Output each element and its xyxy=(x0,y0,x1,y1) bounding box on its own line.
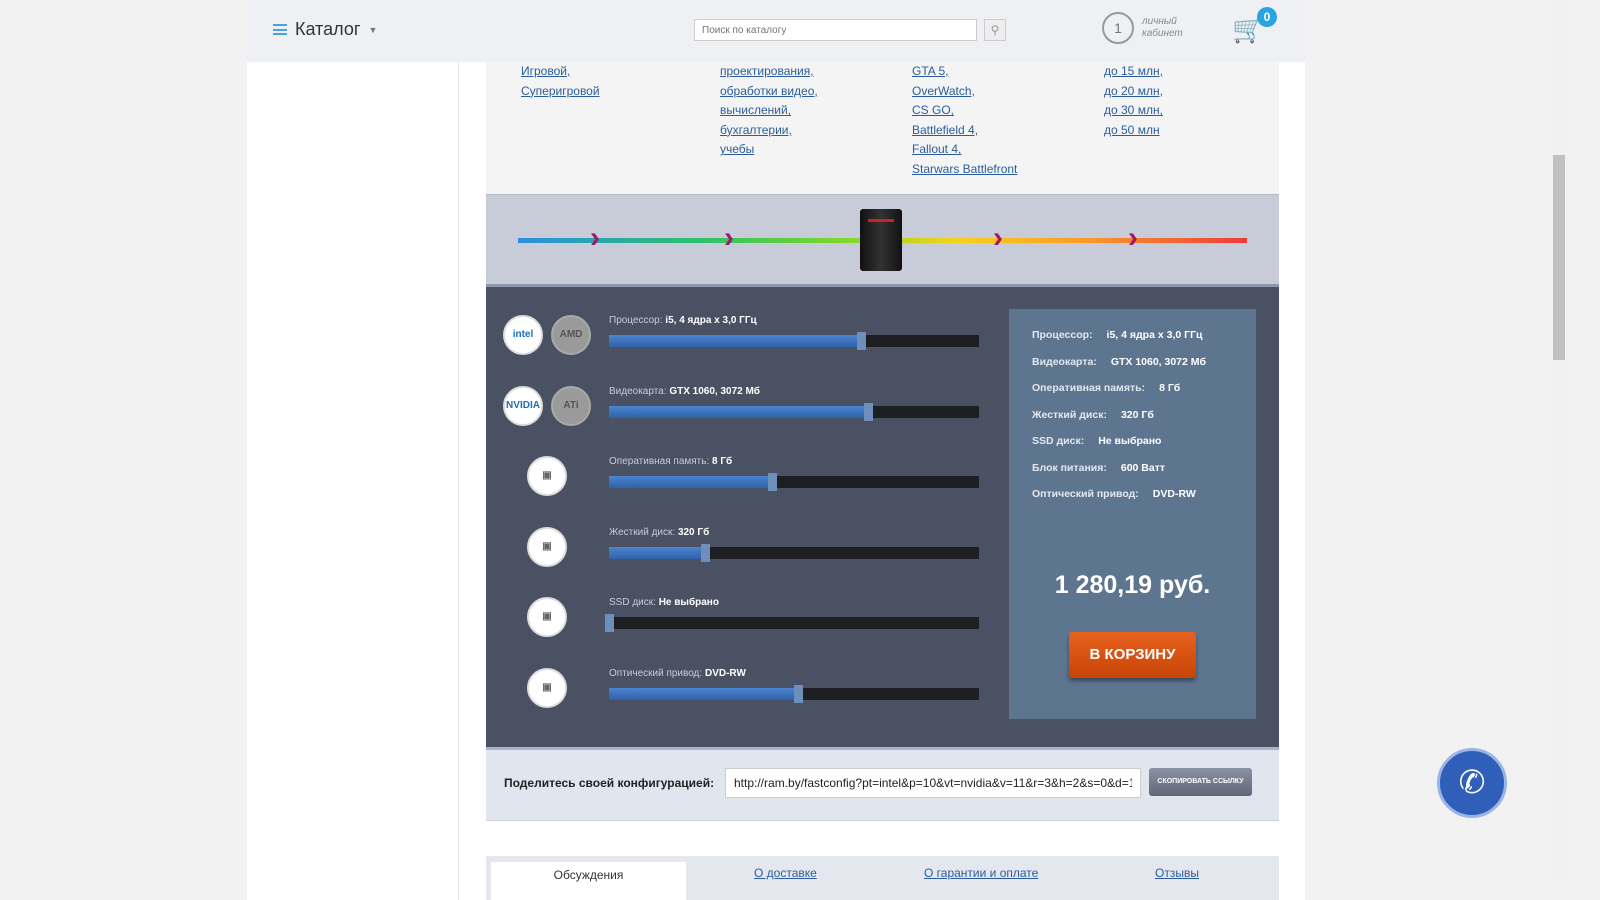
summary-row: Блок питания: 600 Ватт xyxy=(1032,461,1166,474)
copy-link-button[interactable]: СКОПИРОВАТЬ ССЫЛКУ xyxy=(1149,768,1252,796)
share-url-input[interactable] xyxy=(725,768,1141,798)
category-links: Игровой, Суперигровой проектирования, обра… xyxy=(486,62,1279,194)
summary-row: Видеокарта: GTX 1060, 3072 Мб xyxy=(1032,355,1207,368)
component-label: Жесткий диск: 320 Гб xyxy=(609,526,710,538)
chevron-right-icon: › xyxy=(1128,221,1138,254)
component-slider[interactable] xyxy=(609,684,979,703)
summary-row: Оптический привод: DVD-RW xyxy=(1032,488,1196,500)
account-icon: 1 xyxy=(1102,12,1134,44)
component-row: NVIDIA ATi Видеокарта: GTX 1060, 3072 Мб xyxy=(486,385,986,446)
category-link[interactable]: Fallout 4, xyxy=(912,142,962,157)
component-row: intel AMD Процессор: i5, 4 ядра x 3,0 ГГц xyxy=(486,315,986,375)
summary-row: Процессор: i5, 4 ядра x 3,0 ГГц xyxy=(1032,329,1203,341)
slider-handle[interactable] xyxy=(856,332,866,350)
component-label: Процессор: i5, 4 ядра x 3,0 ГГц xyxy=(609,315,757,326)
search-icon: ⚲ xyxy=(990,23,1000,37)
component-label: Оперативная память: 8 Гб xyxy=(609,456,733,467)
price: 1 280,19 руб. xyxy=(1054,571,1211,599)
summary-panel: Процессор: i5, 4 ядра x 3,0 ГГц Видеокарта… xyxy=(1009,309,1256,719)
configurator: intel AMD Процессор: i5, 4 ядра x 3,0 ГГц N… xyxy=(486,284,1279,747)
component-label: SSD диск: Не выбрано xyxy=(609,597,719,608)
component-row: ▣ Жесткий диск: 320 Гб xyxy=(486,526,986,587)
add-to-cart-button[interactable]: В КОРЗИНУ xyxy=(1069,632,1196,678)
menu-icon xyxy=(273,24,287,35)
account-label-1: личный xyxy=(1142,16,1177,27)
tabs: Обсуждения О доставке О гарантии и оплат… xyxy=(486,856,1279,900)
slider-fill xyxy=(609,476,772,488)
component-slider[interactable] xyxy=(609,543,979,562)
category-link[interactable]: вычислений, xyxy=(720,103,791,118)
amd-logo-icon[interactable]: AMD xyxy=(551,315,591,355)
pc-tower-image xyxy=(860,209,902,271)
category-link[interactable]: Starwars Battlefront xyxy=(912,161,1018,176)
call-button[interactable]: ✆ xyxy=(1437,748,1507,818)
optical-drive-icon: ▣ xyxy=(527,667,567,708)
component-slider[interactable] xyxy=(609,402,979,421)
component-row: ▣ Оптический привод: DVD-RW xyxy=(486,667,986,728)
share-label: Поделитесь своей конфигурацией: xyxy=(504,776,715,790)
component-slider[interactable] xyxy=(605,614,979,632)
category-link[interactable]: Суперигровой xyxy=(521,83,600,98)
category-link[interactable]: бухгалтерии, xyxy=(720,122,792,137)
component-slider[interactable] xyxy=(609,332,979,350)
component-label: Видеокарта: GTX 1060, 3072 Мб xyxy=(609,385,760,397)
category-link[interactable]: до 20 млн, xyxy=(1104,83,1163,98)
category-link[interactable]: обработки видео, xyxy=(720,83,818,98)
scrollbar-thumb[interactable] xyxy=(1553,155,1565,360)
cart-count-badge: 0 xyxy=(1257,7,1277,27)
scrollbar[interactable] xyxy=(1550,0,1568,882)
nvidia-logo-icon[interactable]: NVIDIA xyxy=(503,385,543,426)
component-row: ▣ Оперативная память: 8 Гб xyxy=(486,456,986,516)
slider-handle[interactable] xyxy=(701,543,711,562)
slider-fill xyxy=(609,335,861,347)
component-label: Оптический привод: DVD-RW xyxy=(609,667,746,679)
ati-logo-icon[interactable]: ATi xyxy=(551,385,591,426)
catalog-menu-button[interactable]: Каталог ▼ xyxy=(273,19,377,40)
category-link[interactable]: CS GO, xyxy=(912,103,955,118)
ram-icon: ▣ xyxy=(527,456,567,496)
left-column xyxy=(247,62,459,900)
category-link[interactable]: до 50 млн xyxy=(1104,122,1160,137)
ssd-icon: ▣ xyxy=(527,597,567,637)
account-link[interactable]: 1 личный кабинет xyxy=(1102,12,1183,44)
summary-row: Жесткий диск: 320 Гб xyxy=(1032,408,1154,421)
chevron-right-icon: › xyxy=(993,221,1003,254)
chevron-right-icon: › xyxy=(724,221,734,254)
category-link[interactable]: учебы xyxy=(720,142,755,157)
hdd-icon: ▣ xyxy=(527,526,567,567)
slider-fill xyxy=(609,546,706,559)
component-slider[interactable] xyxy=(609,473,979,491)
share-section: Поделитесь своей конфигурацией: СКОПИРОВ… xyxy=(486,747,1279,821)
summary-row: Оперативная память: 8 Гб xyxy=(1032,382,1181,394)
chevron-right-icon: › xyxy=(590,221,600,254)
slider-handle[interactable] xyxy=(767,473,777,491)
category-link[interactable]: до 15 млн, xyxy=(1104,64,1163,78)
category-link[interactable]: GTA 5, xyxy=(912,64,949,78)
slider-handle[interactable] xyxy=(793,684,803,703)
tab-discussions[interactable]: Обсуждения xyxy=(491,862,686,900)
category-link[interactable]: до 30 млн, xyxy=(1104,103,1163,118)
slider-fill xyxy=(609,687,798,700)
category-link[interactable]: Battlefield 4, xyxy=(912,122,979,137)
progress-band: › › › › xyxy=(486,194,1279,284)
intel-logo-icon[interactable]: intel xyxy=(503,315,543,355)
tab-warranty-payment[interactable]: О гарантии и оплате xyxy=(924,866,1039,880)
component-row: ▣ SSD диск: Не выбрано xyxy=(486,597,986,657)
category-link[interactable]: OverWatch, xyxy=(912,83,975,98)
account-label-2: кабинет xyxy=(1142,28,1183,39)
tab-reviews[interactable]: Отзывы xyxy=(1155,866,1199,880)
search-input[interactable] xyxy=(694,19,977,41)
phone-icon: ✆ xyxy=(1458,764,1486,800)
search-button[interactable]: ⚲ xyxy=(984,19,1006,41)
slider-handle[interactable] xyxy=(605,614,614,632)
catalog-label: Каталог xyxy=(295,19,361,39)
category-link[interactable]: Игровой, xyxy=(521,64,571,78)
summary-row: SSD диск: Не выбрано xyxy=(1032,435,1162,447)
category-link[interactable]: проектирования, xyxy=(720,64,814,78)
slider-handle[interactable] xyxy=(864,402,873,421)
chevron-down-icon: ▼ xyxy=(368,24,378,35)
tab-delivery[interactable]: О доставке xyxy=(754,866,817,880)
slider-fill xyxy=(609,405,868,418)
